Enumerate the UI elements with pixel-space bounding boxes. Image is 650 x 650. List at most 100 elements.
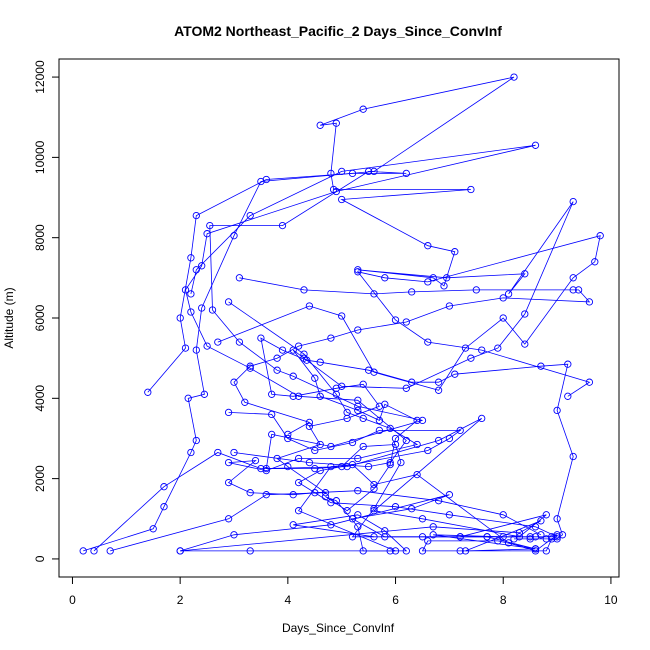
data-point	[499, 314, 507, 322]
y-axis-label: Altitude (m)	[2, 287, 16, 348]
data-point	[424, 278, 432, 286]
data-point	[187, 448, 195, 457]
data-point	[224, 298, 233, 306]
data-point	[585, 298, 594, 306]
data-point	[230, 448, 238, 457]
data-point	[478, 414, 486, 423]
data-point	[192, 436, 200, 445]
data-point	[370, 507, 378, 515]
data-point	[526, 535, 534, 543]
data-point	[294, 454, 303, 463]
y-tick-label: 6000	[33, 304, 47, 331]
data-point	[321, 493, 330, 501]
data-point	[434, 378, 443, 386]
data-point	[332, 187, 340, 196]
data-point	[316, 392, 324, 400]
data-point	[483, 533, 491, 541]
series-line	[110, 337, 574, 552]
series-line	[180, 520, 542, 552]
series-9	[224, 298, 545, 539]
data-point	[181, 286, 190, 294]
data-point	[198, 304, 206, 312]
data-point	[214, 448, 222, 457]
data-point	[564, 360, 572, 368]
data-point	[537, 531, 545, 539]
series-line	[217, 235, 601, 397]
data-point	[343, 462, 351, 471]
data-point	[316, 440, 324, 449]
data-point	[230, 232, 238, 240]
data-point	[262, 464, 270, 473]
data-point	[289, 372, 297, 380]
x-tick-label: 10	[604, 593, 618, 607]
data-point	[370, 290, 378, 298]
data-point	[531, 523, 540, 531]
data-point	[273, 354, 281, 362]
data-point	[364, 167, 373, 176]
series-line	[228, 412, 558, 538]
data-point	[478, 346, 486, 354]
data-point	[235, 274, 244, 282]
series-1	[79, 73, 577, 555]
data-point	[149, 525, 157, 533]
data-point	[445, 511, 454, 519]
series-line	[93, 418, 547, 552]
data-point	[198, 262, 206, 270]
data-point	[327, 334, 335, 342]
data-point	[526, 533, 534, 541]
data-point	[413, 416, 421, 425]
data-point	[305, 302, 314, 310]
data-point	[305, 422, 314, 431]
data-point	[181, 344, 190, 352]
data-point	[187, 308, 195, 316]
data-point	[381, 274, 389, 282]
data-point	[510, 535, 518, 543]
data-point	[391, 440, 400, 449]
data-point	[402, 169, 410, 178]
series-8	[224, 408, 561, 541]
data-point	[187, 254, 195, 262]
x-tick-label: 2	[177, 593, 184, 607]
data-point	[424, 242, 432, 250]
data-point	[434, 436, 443, 445]
data-point	[499, 294, 507, 302]
data-point	[445, 302, 454, 310]
series-7	[214, 232, 604, 400]
data-point	[305, 418, 314, 427]
x-axis-label: Days_Since_ConvInf	[282, 621, 395, 635]
y-tick-label: 10000	[33, 140, 47, 174]
data-point	[343, 408, 351, 417]
series-line	[185, 144, 536, 468]
series-5	[176, 517, 545, 555]
data-point	[289, 491, 297, 499]
data-point	[246, 547, 254, 555]
data-point	[402, 384, 410, 392]
series-10	[230, 274, 594, 439]
series-line	[227, 301, 542, 536]
data-point	[521, 340, 529, 348]
data-point	[429, 274, 437, 282]
data-point	[402, 318, 410, 326]
data-point	[300, 350, 308, 358]
data-point	[79, 547, 87, 555]
data-point	[294, 342, 303, 350]
data-point	[531, 141, 540, 149]
x-tick-label: 4	[285, 593, 292, 607]
data-point	[451, 370, 459, 378]
data-point	[510, 73, 518, 81]
data-point	[553, 406, 561, 415]
data-point	[316, 466, 324, 475]
data-point	[338, 462, 346, 471]
data-point	[542, 511, 550, 519]
data-point	[429, 531, 437, 539]
data-point	[402, 547, 410, 555]
data-point	[305, 458, 314, 467]
data-point	[268, 430, 276, 439]
data-point	[284, 434, 292, 443]
data-point	[184, 394, 192, 402]
data-point	[354, 268, 362, 276]
data-point	[456, 426, 464, 435]
data-point	[316, 121, 324, 129]
data-point	[294, 392, 303, 400]
data-point	[445, 491, 454, 499]
